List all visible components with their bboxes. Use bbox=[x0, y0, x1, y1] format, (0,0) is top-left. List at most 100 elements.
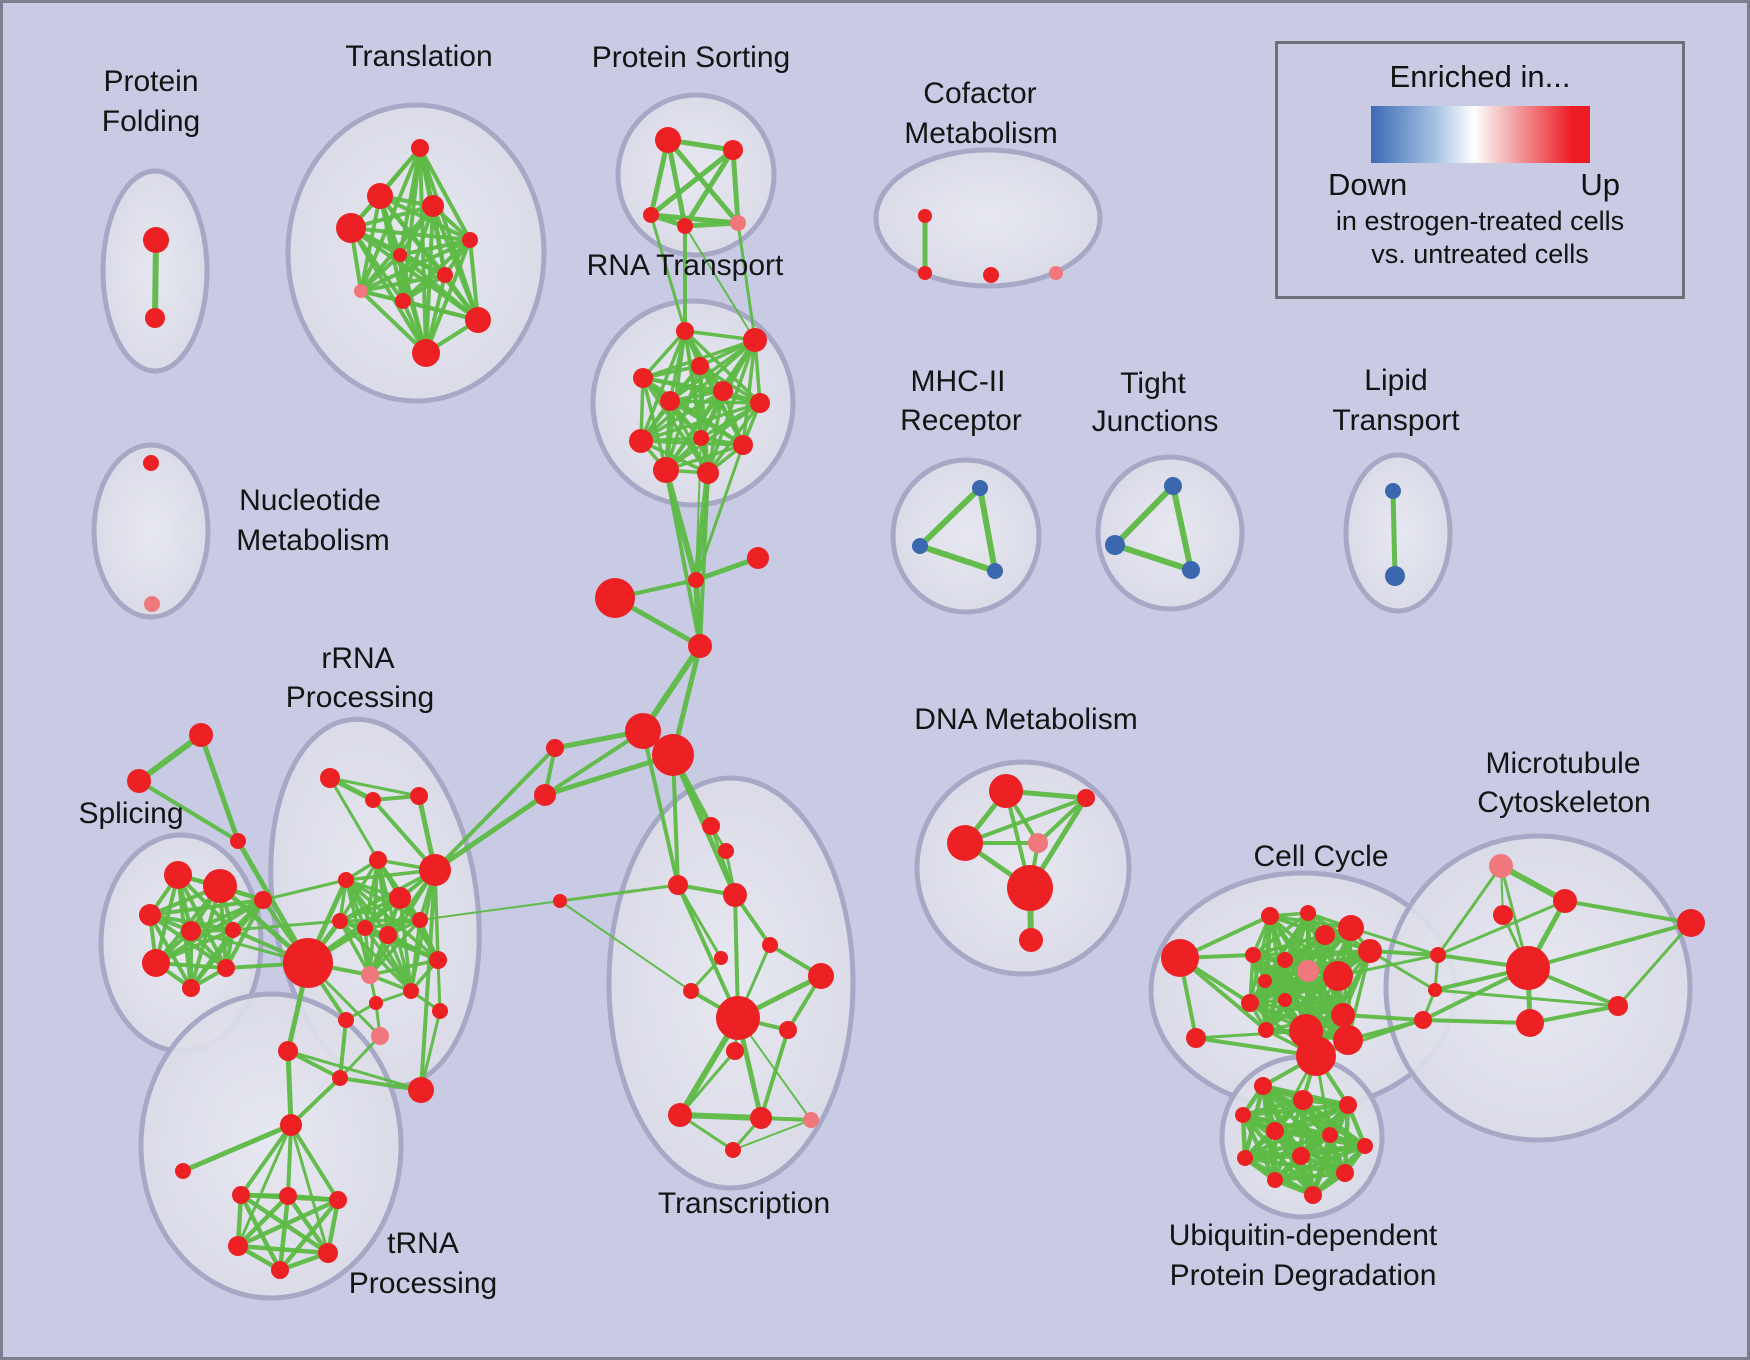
labels-layer: Protein Folding Translation Protein Sorting… bbox=[78, 40, 1650, 1300]
node-rna-transport bbox=[653, 457, 679, 483]
edge-trna-processing bbox=[180, 1122, 294, 1174]
cluster-label-mhc-ii-receptor: MHC-II bbox=[911, 365, 1006, 398]
node-lipid-transport bbox=[1385, 483, 1401, 499]
node-cell-cycle bbox=[1430, 947, 1446, 963]
node-connectors bbox=[652, 734, 694, 776]
node-translation bbox=[437, 267, 453, 283]
cluster-label-trna-processing: Processing bbox=[349, 1267, 497, 1300]
node-rna-transport bbox=[743, 328, 767, 352]
node-protein-sorting bbox=[643, 207, 659, 223]
edge-translation bbox=[401, 273, 447, 303]
node-mhc-ii-receptor bbox=[987, 563, 1003, 579]
node-ubiquitin-degradation bbox=[1293, 1090, 1313, 1110]
node-microtubule-cytoskeleton bbox=[1677, 909, 1705, 937]
cluster-label-nucleotide-metabolism: Metabolism bbox=[236, 524, 389, 557]
node-ubiquitin-degradation bbox=[1336, 1164, 1354, 1182]
node-rrna-processing bbox=[379, 926, 397, 944]
edge-ubiquitin-degradation bbox=[1242, 1132, 1333, 1161]
node-splicing bbox=[182, 979, 200, 997]
node-splicing bbox=[139, 904, 161, 926]
edge-rrna-processing bbox=[338, 868, 437, 923]
edge-microtubule-cytoskeleton bbox=[1528, 1004, 1620, 1025]
edge-trna-processing bbox=[235, 1243, 331, 1256]
cluster-tight-junctions bbox=[1095, 454, 1245, 612]
node-cell-cycle bbox=[1300, 905, 1316, 921]
edge-trna-processing bbox=[277, 1197, 341, 1273]
node-transcription bbox=[668, 875, 688, 895]
node-ubiquitin-degradation bbox=[1322, 1127, 1338, 1143]
cluster-label-tight-junctions: Tight bbox=[1120, 367, 1186, 400]
node-lipid-transport bbox=[1385, 566, 1405, 586]
edge-protein-sorting bbox=[682, 147, 736, 229]
edge-rrna-processing bbox=[386, 933, 413, 993]
node-transcription bbox=[762, 937, 778, 953]
node-dna-metabolism bbox=[1077, 789, 1095, 807]
node-rrna-processing bbox=[369, 996, 383, 1010]
node-tight-junctions bbox=[1164, 477, 1182, 495]
edge-translation bbox=[359, 289, 428, 355]
legend-title: Enriched in... bbox=[1389, 59, 1571, 94]
edge-rrna-processing bbox=[363, 918, 422, 930]
node-cell-cycle bbox=[1414, 1011, 1432, 1029]
edge-rna-transport--connectors bbox=[664, 468, 702, 648]
node-mhc-ii-receptor bbox=[972, 480, 988, 496]
node-rrna-processing bbox=[365, 792, 381, 808]
node-rrna-processing bbox=[371, 1027, 389, 1045]
edge-transcription bbox=[732, 1119, 812, 1151]
node-trna-processing bbox=[280, 1114, 302, 1136]
node-nucleotide-metabolism bbox=[143, 455, 159, 471]
edge-rrna-processing bbox=[286, 1049, 423, 1092]
node-cell-cycle bbox=[1258, 1022, 1274, 1038]
node-cell-cycle bbox=[1358, 939, 1382, 963]
edge-microtubule-cytoskeleton bbox=[1526, 921, 1693, 970]
edge-tight-junctions bbox=[1112, 542, 1194, 573]
edge-tight-junctions bbox=[1112, 483, 1176, 548]
node-transcription bbox=[714, 951, 728, 965]
node-translation bbox=[422, 195, 444, 217]
node-connectors bbox=[534, 784, 556, 806]
cluster-lipid-transport bbox=[1343, 452, 1453, 614]
edge-trna-processing bbox=[238, 1192, 283, 1273]
edge-rrna-processing bbox=[328, 776, 380, 862]
node-translation bbox=[462, 232, 478, 248]
edge-transcription bbox=[759, 1028, 790, 1120]
cluster-label-rrna-processing: Processing bbox=[286, 681, 434, 714]
node-microtubule-cytoskeleton bbox=[1516, 1009, 1544, 1037]
cluster-label-lipid-transport: Transport bbox=[1332, 404, 1460, 437]
node-translation bbox=[393, 248, 407, 262]
edge-trna-processing bbox=[235, 1197, 341, 1249]
edge-translation bbox=[359, 253, 402, 293]
edge-cell-cycle bbox=[1263, 979, 1345, 1017]
edge-translation bbox=[398, 238, 472, 257]
node-rna-transport bbox=[660, 391, 680, 411]
node-splicing-triangle bbox=[230, 833, 246, 849]
edge-cell-cycle bbox=[1349, 926, 1440, 957]
node-translation bbox=[336, 213, 366, 243]
edge-rna-transport bbox=[639, 401, 762, 443]
edge-rrna-processing--trna-processing bbox=[285, 1048, 294, 1128]
edge-rna-transport bbox=[741, 338, 757, 447]
edge-trna-processing bbox=[289, 1123, 330, 1255]
edge-rrna-processing--trna-processing bbox=[289, 1076, 342, 1127]
node-rna-transport bbox=[629, 429, 653, 453]
node-connectors bbox=[688, 572, 704, 588]
edge-rrna-processing bbox=[386, 933, 440, 962]
edge-lipid-transport bbox=[1390, 488, 1398, 579]
legend-gradient-bar bbox=[1370, 106, 1590, 163]
node-cell-cycle bbox=[1315, 925, 1335, 945]
edge-cell-cycle bbox=[1341, 1013, 1425, 1022]
node-rrna-processing bbox=[361, 966, 379, 984]
node-ubiquitin-degradation bbox=[1292, 1147, 1310, 1165]
edge-protein-sorting--rna-transport bbox=[649, 213, 687, 333]
cluster-label-splicing: Splicing bbox=[78, 797, 183, 830]
node-splicing-triangle bbox=[127, 769, 151, 793]
node-trna-processing bbox=[271, 1261, 289, 1279]
edge-trna-processing bbox=[235, 1193, 291, 1249]
node-cell-cycle bbox=[1296, 1036, 1336, 1076]
node-connectors bbox=[546, 739, 564, 757]
cluster-label-lipid-transport: Lipid bbox=[1364, 364, 1427, 397]
node-protein-folding bbox=[143, 227, 169, 253]
node-cofactor-metabolism bbox=[918, 266, 932, 280]
cluster-label-nucleotide-metabolism: Nucleotide bbox=[239, 484, 381, 517]
